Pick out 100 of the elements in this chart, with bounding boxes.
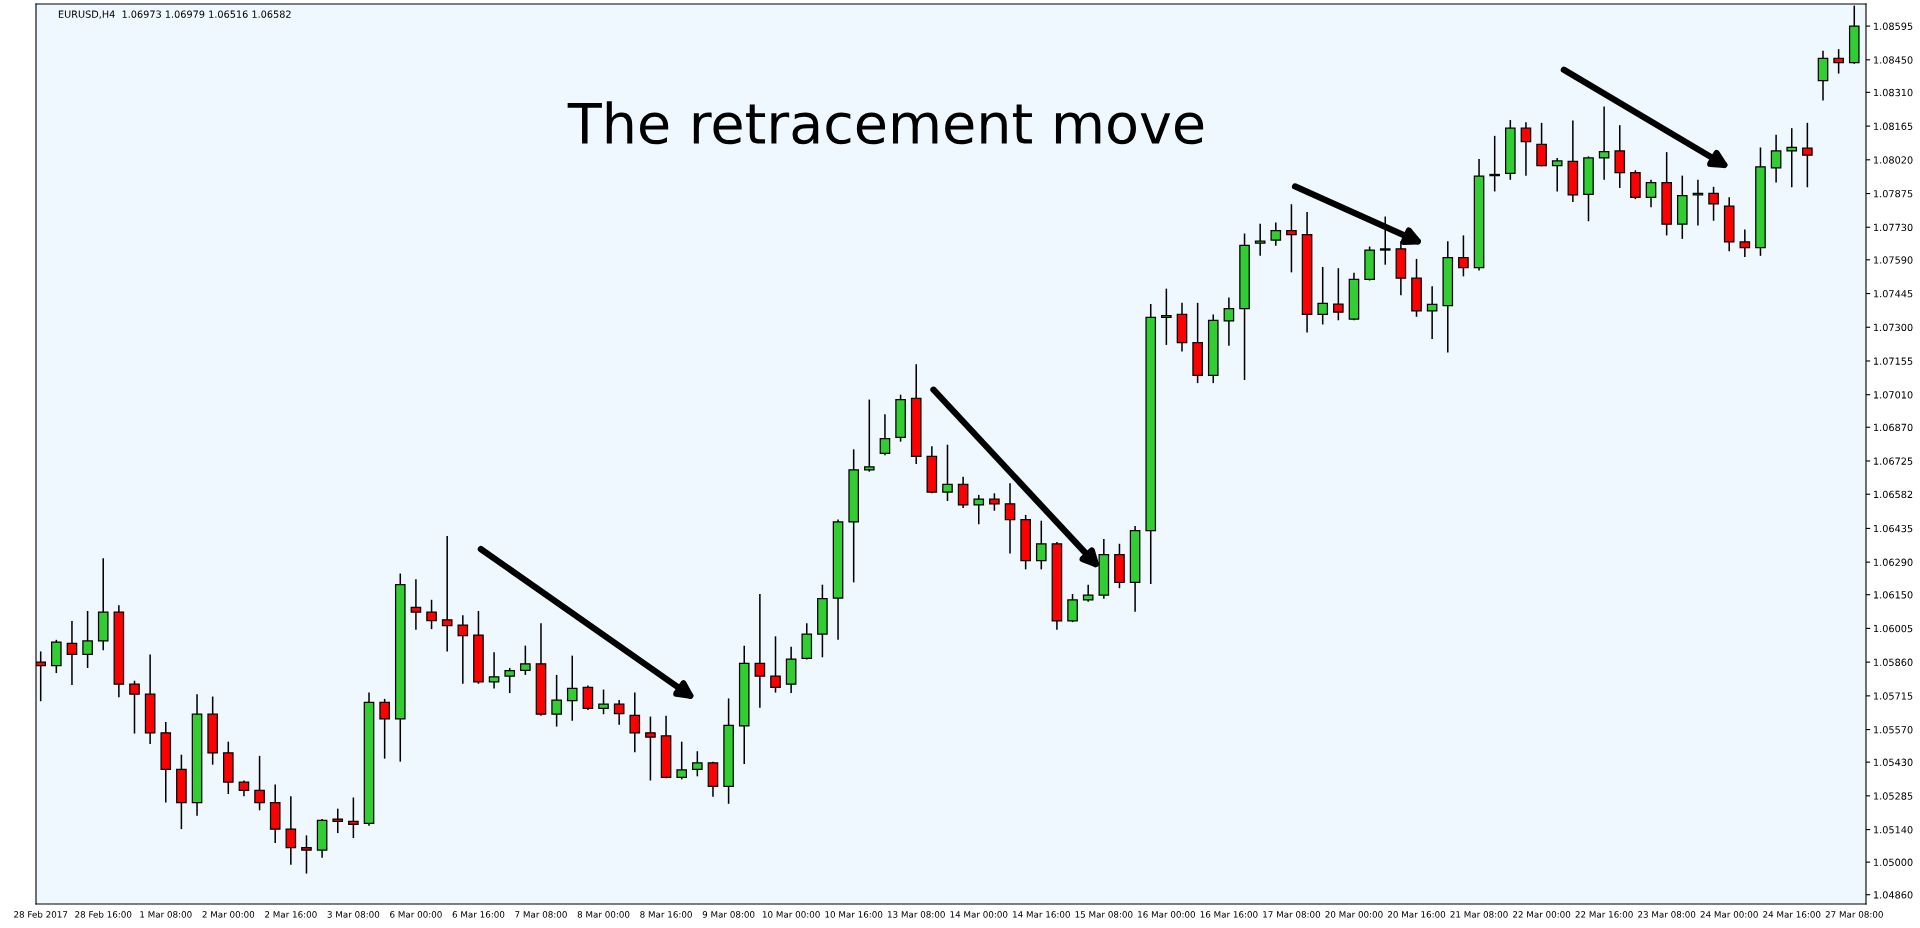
candlestick: [551, 674, 562, 728]
candlestick: [441, 535, 453, 653]
candlestick: [879, 413, 891, 456]
candlestick: [254, 755, 265, 812]
candlestick: [1817, 49, 1829, 102]
y-tick-label: 1.06290: [1874, 558, 1913, 566]
x-tick-label: 14 Mar 00:00: [950, 911, 1008, 918]
candlestick: [129, 679, 140, 735]
y-tick-label: 1.07300: [1874, 323, 1913, 332]
x-tick-label: 13 Mar 08:00: [887, 911, 945, 918]
y-tick-label: 1.08165: [1874, 122, 1913, 130]
candlestick: [645, 715, 656, 782]
candlestick: [1802, 122, 1813, 189]
candlestick: [1739, 228, 1751, 258]
candlestick: [332, 807, 344, 834]
candlestick: [1520, 121, 1532, 177]
x-tick-label: 24 Mar 00:00: [1700, 911, 1758, 918]
y-tick-label: 1.06870: [1874, 423, 1913, 432]
candlestick: [1082, 583, 1094, 603]
x-tick-label: 10 Mar 16:00: [825, 911, 883, 918]
candlestick: [1458, 234, 1469, 278]
x-tick-label: 6 Mar 16:00: [452, 911, 505, 918]
x-tick-label: 9 Mar 08:00: [702, 911, 755, 918]
text: The retracement move: [567, 101, 1204, 145]
candlestick: [504, 667, 516, 694]
x-tick-label: 20 Mar 00:00: [1325, 911, 1383, 918]
candlestick: [426, 599, 437, 630]
candlestick: [1317, 266, 1329, 326]
x-tick-label: 8 Mar 16:00: [640, 911, 692, 918]
y-tick-label: 1.05000: [1874, 858, 1913, 866]
candlestick: [82, 610, 93, 669]
candlestick: [1161, 287, 1172, 346]
candlestick: [566, 654, 578, 722]
y-tick-label: 1.06150: [1874, 591, 1913, 599]
x-tick-label: 7 Mar 08:00: [515, 911, 567, 918]
x-tick-label: 24 Mar 16:00: [1763, 911, 1821, 918]
candlestick: [1489, 135, 1500, 193]
x-tick-label: 8 Mar 00:00: [577, 911, 630, 918]
candlestick: [613, 699, 625, 726]
candlestick: [1692, 179, 1704, 227]
x-tick-label: 21 Mar 08:00: [1450, 911, 1508, 918]
candlestick: [1067, 593, 1078, 623]
candlestick: [1223, 296, 1235, 347]
x-tick-label: 23 Mar 08:00: [1638, 911, 1696, 918]
x-tick-label: 15 Mar 08:00: [1075, 911, 1133, 918]
x-tick-label: 2 Mar 16:00: [265, 911, 317, 918]
candlestick: [1035, 519, 1047, 571]
candlestick: [629, 691, 641, 754]
x-tick-label: 10 Mar 00:00: [762, 911, 820, 918]
y-tick-label: 1.05715: [1874, 692, 1913, 700]
candlestick: [770, 635, 781, 694]
x-tick-label: 6 Mar 00:00: [390, 911, 442, 918]
y-tick-label: 1.08310: [1874, 88, 1913, 97]
candlestick: [598, 688, 609, 715]
candlestick: [1286, 203, 1297, 274]
candlestick: [1536, 122, 1547, 168]
candlestick: [285, 795, 297, 866]
y-tick-label: 1.07730: [1874, 223, 1913, 232]
candlestick: [520, 644, 531, 676]
y-tick-label: 1.06582: [1874, 490, 1913, 499]
y-tick-label: 1.05860: [1874, 658, 1913, 666]
y-tick-label: 1.07155: [1874, 357, 1913, 365]
y-tick-label: 1.07875: [1874, 190, 1913, 198]
y-tick-label: 1.07590: [1874, 256, 1913, 264]
x-tick-label: 22 Mar 16:00: [1575, 911, 1633, 918]
candlestick: [301, 834, 312, 875]
candlestick: [1270, 221, 1282, 247]
x-tick-label: 14 Mar 16:00: [1013, 911, 1070, 918]
candlestick: [1770, 133, 1782, 184]
y-tick-label: 1.08020: [1874, 156, 1913, 164]
x-tick-label: 28 Feb 16:00: [75, 910, 132, 918]
x-tick-label: 17 Mar 08:00: [1263, 911, 1321, 918]
annotation: EURUSD,H4 1.06973 1.06979 1.06516 1.06582: [58, 10, 291, 19]
candlestick: [1833, 48, 1844, 75]
x-tick-label: 16 Mar 16:00: [1200, 911, 1258, 918]
candlestick: [1551, 157, 1563, 193]
candlestick: [676, 740, 688, 781]
candlestick: [457, 614, 469, 685]
candlestick: [410, 578, 422, 631]
x-tick-label: 1 Mar 08:00: [140, 911, 192, 918]
candlestick: [66, 620, 78, 686]
y-tick-label: 1.05285: [1874, 792, 1913, 800]
x-tick-label: 28 Feb 2017: [14, 910, 68, 918]
candlestick: [1645, 179, 1657, 209]
y-tick-label: 1.06005: [1874, 624, 1913, 633]
candlestick: [973, 494, 985, 525]
x-tick-label: 27 Mar 08:00: [1825, 911, 1883, 918]
candlestick: [1333, 267, 1344, 322]
candlestick: [1254, 223, 1266, 257]
y-tick-label: 1.05570: [1874, 726, 1913, 734]
y-tick-label: 1.07010: [1874, 391, 1913, 399]
candlestick: [1004, 482, 1016, 555]
y-tick-label: 1.04860: [1874, 891, 1913, 899]
candlestick: [863, 398, 875, 473]
candlestick: [379, 698, 390, 760]
y-tick-label: 1.05140: [1874, 826, 1913, 834]
candlestick: [1598, 105, 1610, 181]
y-tick-label: 1.08595: [1874, 22, 1913, 30]
candlestick: [754, 593, 766, 709]
candlestick: [348, 796, 359, 839]
